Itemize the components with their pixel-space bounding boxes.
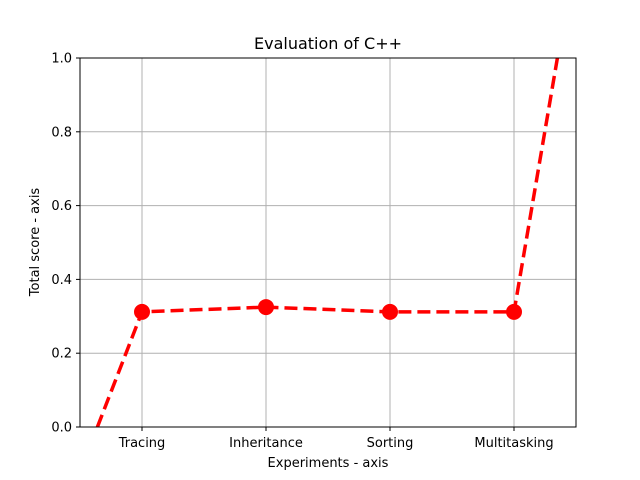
- x-axis-label: Experiments - axis: [268, 456, 389, 471]
- y-tick-label: 0.2: [51, 347, 72, 362]
- grid-lines: [80, 57, 576, 428]
- chart-title: Evaluation of C++: [254, 34, 402, 53]
- series-line: [95, 58, 560, 427]
- x-axis-ticks: Tracing Inheritance Sorting Multitasking: [118, 427, 554, 451]
- x-tick-label: Sorting: [367, 436, 414, 451]
- series-path: [95, 58, 560, 427]
- data-point-marker: [258, 299, 274, 316]
- y-axis-ticks: 0.0 0.2 0.4 0.6 0.8 1.0: [51, 52, 80, 436]
- y-tick-label: 0.6: [51, 199, 72, 214]
- data-point-marker: [506, 303, 522, 320]
- y-tick-label: 0.0: [51, 421, 72, 436]
- y-axis-label: Total score - axis: [28, 188, 43, 298]
- y-tick-label: 0.8: [51, 125, 72, 140]
- y-tick-label: 1.0: [51, 52, 72, 67]
- x-tick-label: Tracing: [118, 436, 166, 451]
- x-tick-label: Multitasking: [474, 436, 553, 451]
- data-point-marker: [382, 303, 398, 320]
- x-tick-label: Inheritance: [229, 436, 303, 451]
- plot-frame: [79, 57, 577, 428]
- y-tick-label: 0.4: [51, 273, 72, 288]
- data-point-marker: [134, 303, 150, 320]
